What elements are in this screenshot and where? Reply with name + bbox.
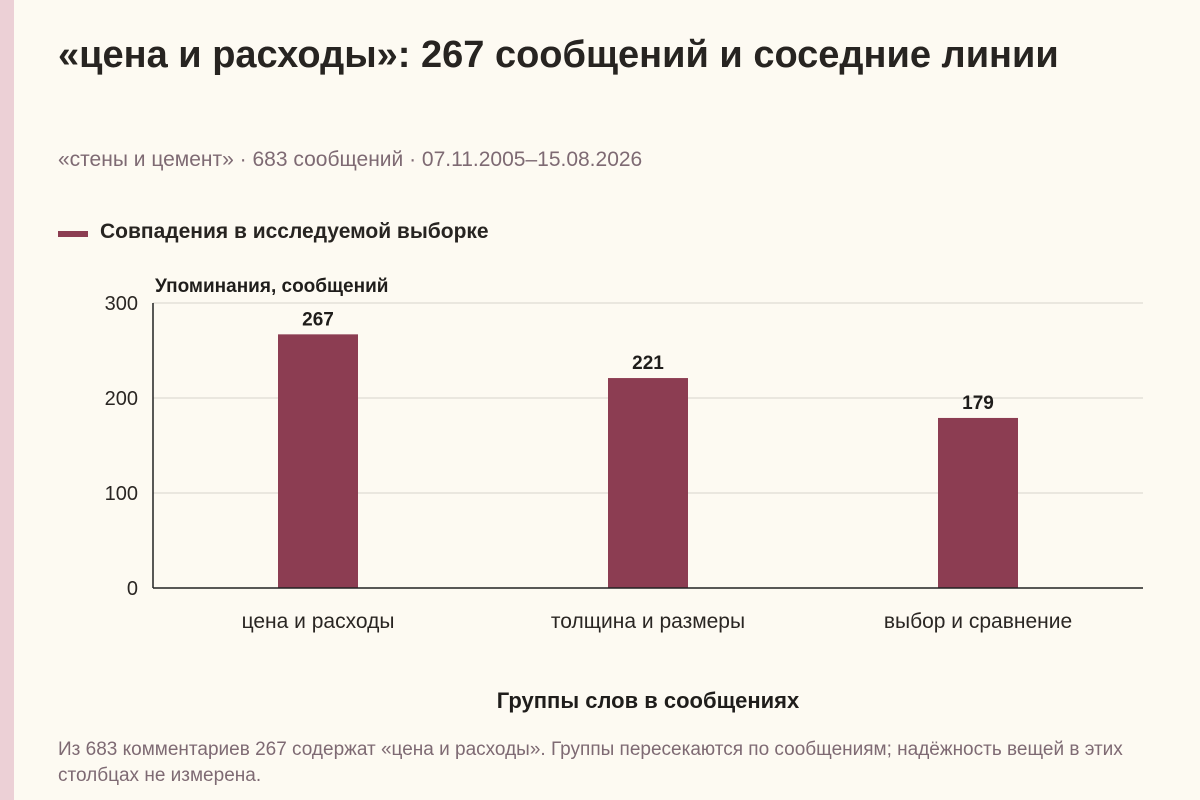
bar bbox=[608, 378, 688, 588]
legend-swatch bbox=[58, 231, 88, 237]
y-tick-label: 100 bbox=[105, 483, 138, 505]
axis-layer bbox=[152, 303, 1143, 589]
y-tick-label: 300 bbox=[105, 293, 138, 315]
bar bbox=[938, 417, 1018, 588]
bar-layer bbox=[278, 334, 1018, 588]
y-tick-label: 200 bbox=[105, 388, 138, 410]
left-accent-strip bbox=[0, 0, 14, 800]
legend: Совпадения в исследуемой выборке bbox=[58, 217, 489, 247]
y-axis-title: Упоминания, сообщений bbox=[155, 276, 388, 297]
chart-subtitle: «стены и цемент» · 683 сообщений · 07.11… bbox=[58, 148, 643, 171]
legend-label: Совпадения в исследуемой выборке bbox=[100, 220, 489, 243]
x-tick-label: цена и расходы bbox=[242, 610, 395, 633]
y-tick-label: 0 bbox=[127, 578, 138, 600]
footnote: Из 683 комментариев 267 содержат «цена и… bbox=[58, 739, 1123, 786]
bar bbox=[278, 334, 358, 588]
data-label: 179 bbox=[962, 393, 994, 414]
data-label: 221 bbox=[632, 353, 664, 374]
data-label: 267 bbox=[302, 309, 334, 330]
label-layer: 0 100 200 300 267 цена и расходы 221 толщина и … bbox=[105, 293, 1073, 633]
x-tick-label: толщина и размеры bbox=[551, 610, 745, 633]
x-axis-title: Группы слов в сообщениях bbox=[497, 688, 800, 713]
x-tick-label: выбор и сравнение bbox=[884, 610, 1072, 633]
chart-title: «цена и расходы»: 267 сообщений и соседн… bbox=[58, 34, 1059, 76]
